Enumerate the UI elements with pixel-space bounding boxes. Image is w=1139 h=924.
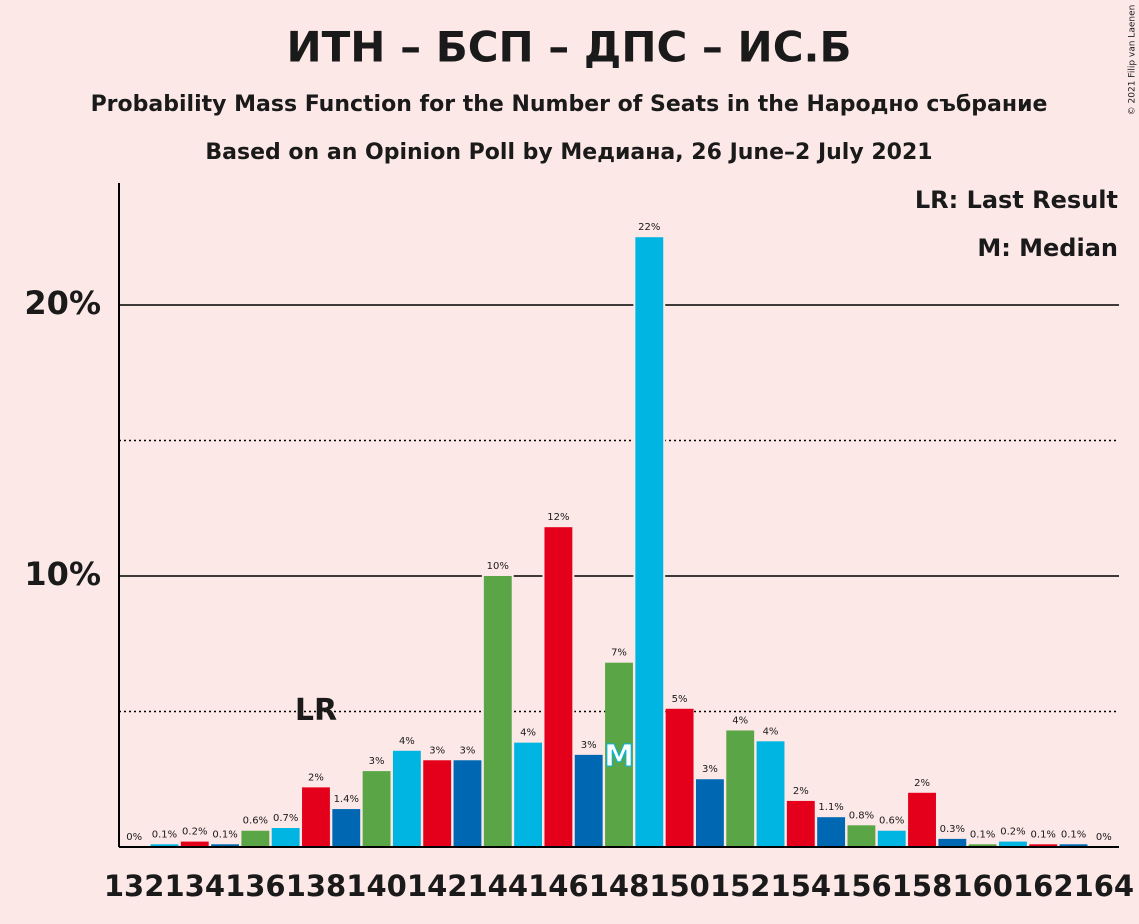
value-label: 0.1% <box>152 829 177 840</box>
value-label: 3% <box>369 756 385 767</box>
bar <box>1029 844 1058 847</box>
value-label: 2% <box>308 772 324 783</box>
annotation: M <box>604 739 634 774</box>
value-label: 3% <box>702 764 718 775</box>
x-tick-label: 140 <box>346 869 407 903</box>
x-tick-label: 134 <box>164 869 225 903</box>
value-label: 5% <box>672 694 688 705</box>
chart-subtitle: Based on an Opinion Poll by Медиана, 26 … <box>205 140 932 165</box>
value-label: 0.6% <box>243 816 268 827</box>
y-tick-label: 20% <box>24 284 101 322</box>
bar <box>211 844 239 847</box>
x-tick-label: 142 <box>407 869 468 903</box>
value-label: 0% <box>126 832 142 843</box>
bar <box>302 787 330 847</box>
value-label: 3% <box>460 745 476 756</box>
bar <box>392 750 421 847</box>
value-label: 0.6% <box>879 816 904 827</box>
value-label: 1.4% <box>334 794 359 805</box>
value-label: 0.2% <box>182 827 207 838</box>
value-label: 3% <box>429 745 445 756</box>
x-tick-label: 148 <box>589 869 650 903</box>
bar <box>908 792 936 847</box>
bar <box>241 830 270 847</box>
bar <box>1059 844 1088 847</box>
x-tick-label: 158 <box>892 869 953 903</box>
chart-title: ИТН – БСП – ДПС – ИС.Б <box>287 23 852 72</box>
value-label: 10% <box>487 561 509 572</box>
value-label: 0.1% <box>970 829 995 840</box>
bar <box>877 830 906 847</box>
value-label: 4% <box>520 728 536 739</box>
value-label: 4% <box>399 736 415 747</box>
value-label: 2% <box>793 786 809 797</box>
bar <box>150 844 179 847</box>
x-tick-label: 154 <box>771 869 832 903</box>
value-label: 0.1% <box>1031 829 1056 840</box>
value-label: 0.1% <box>212 829 237 840</box>
value-label: 0.8% <box>849 810 874 821</box>
bar <box>514 742 543 847</box>
bar <box>847 825 876 847</box>
annotation: LR <box>295 693 337 728</box>
x-tick-label: 164 <box>1074 869 1135 903</box>
chart-subtitle: Probability Mass Function for the Number… <box>91 92 1048 117</box>
bar <box>483 575 512 847</box>
x-tick-label: 138 <box>286 869 347 903</box>
value-label: 12% <box>547 512 569 523</box>
value-label: 3% <box>581 740 597 751</box>
bar <box>635 237 664 847</box>
bar <box>665 708 694 847</box>
bar <box>271 828 300 847</box>
x-tick-label: 152 <box>710 869 771 903</box>
x-tick-label: 150 <box>649 869 710 903</box>
value-label: 0.3% <box>940 824 965 835</box>
value-label: 7% <box>611 648 627 659</box>
bar <box>605 662 633 847</box>
x-tick-label: 132 <box>104 869 165 903</box>
y-tick-label: 10% <box>24 555 101 593</box>
x-tick-label: 162 <box>1013 869 1074 903</box>
x-tick-label: 144 <box>468 869 529 903</box>
bar <box>786 800 815 847</box>
value-label: 0% <box>1096 832 1112 843</box>
bar <box>938 838 967 847</box>
bar <box>695 779 724 847</box>
bar <box>999 841 1027 847</box>
copyright: © 2021 Filip van Laenen <box>1128 5 1138 116</box>
value-label: 0.7% <box>273 813 298 824</box>
value-label: 0.2% <box>1000 827 1025 838</box>
legend-entry: LR: Last Result <box>915 186 1118 214</box>
bar <box>756 741 785 847</box>
bar <box>574 754 603 847</box>
value-label: 1.1% <box>818 802 843 813</box>
bar <box>968 844 997 847</box>
bar <box>180 841 209 847</box>
bar <box>362 771 391 847</box>
x-tick-label: 136 <box>225 869 286 903</box>
value-label: 4% <box>763 726 779 737</box>
legend-entry: M: Median <box>977 234 1118 262</box>
x-tick-label: 156 <box>831 869 892 903</box>
bar <box>726 730 755 847</box>
x-tick-label: 146 <box>528 869 589 903</box>
value-label: 4% <box>732 715 748 726</box>
bar <box>817 817 846 847</box>
bar <box>423 760 452 847</box>
bar <box>544 527 573 847</box>
value-label: 22% <box>638 222 660 233</box>
x-tick-label: 160 <box>952 869 1013 903</box>
value-label: 2% <box>914 778 930 789</box>
bar <box>453 760 482 847</box>
value-label: 0.1% <box>1061 829 1086 840</box>
bar <box>332 809 361 847</box>
